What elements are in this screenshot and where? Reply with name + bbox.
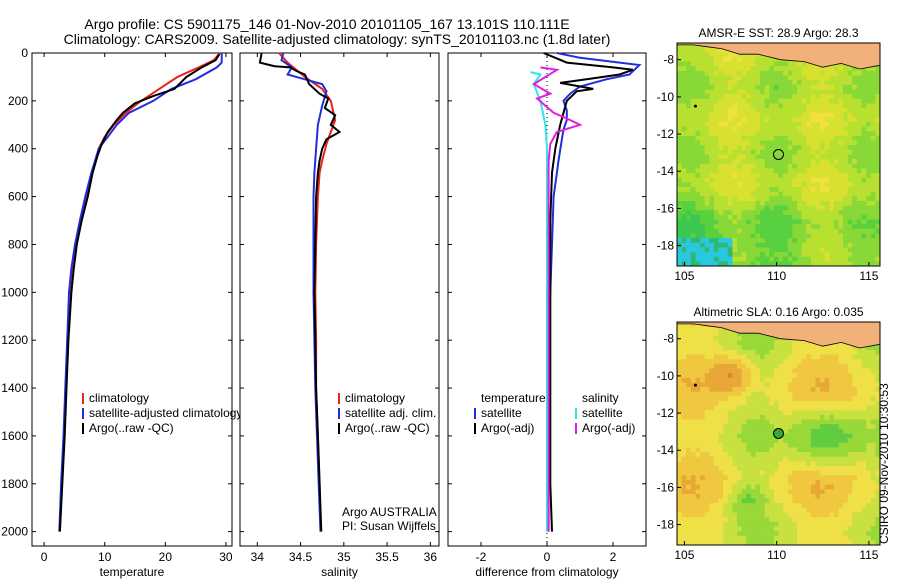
sst-map-frame: [676, 42, 881, 267]
sla-map-field: [677, 322, 880, 545]
temperature-ytick-label: 800: [8, 237, 28, 251]
salinity-frame: [239, 52, 440, 547]
salinity-series-argo-raw-qc-: [258, 52, 342, 532]
temperature-ytick-label: 1600: [1, 429, 28, 443]
temperature-xtick-label: 10: [98, 550, 112, 564]
sst-map-xtick-label: 110: [767, 269, 786, 283]
sst-map-island: [693, 104, 697, 108]
sst-map-land: [677, 43, 880, 70]
sla-map-argo-marker: [773, 428, 784, 439]
sst-map-ytick-label: -18: [657, 239, 675, 253]
sst-map-ytick-label: -16: [657, 201, 675, 215]
sla-map-panel: 105 110 115 -8 -10 -12 -14 -16 -18 Altimetric SLA…: [657, 305, 881, 562]
temperature-legend-label: satellite-adjusted climatology: [89, 406, 242, 420]
difference-legend-label: satellite: [481, 406, 522, 420]
difference-xtick-label: 2: [610, 550, 617, 564]
temperature-legend-label: climatology: [89, 391, 149, 405]
temperature-series-argo-raw-qc-: [58, 53, 221, 532]
salinity-xlabel: salinity: [321, 565, 358, 579]
sst-map-ytick-label: -14: [657, 164, 675, 178]
figure-title-line1: Argo profile: CS 5901175_146 01-Nov-2010…: [84, 16, 569, 32]
difference-xtick-label: 0: [544, 550, 551, 564]
difference-xtick-label: -2: [476, 550, 487, 564]
difference-series-salinity-satellite: [530, 71, 548, 532]
sla-map-ytick-label: -10: [657, 369, 675, 383]
temperature-ytick-label: 600: [8, 190, 28, 204]
sla-map-title: Altimetric SLA: 0.16 Argo: 0.035: [693, 305, 863, 319]
sla-map-xtick-label: 115: [859, 548, 878, 562]
temperature-ytick-label: 200: [8, 94, 28, 108]
temperature-frame: [31, 52, 233, 547]
sla-map-ytick-label: -14: [657, 443, 675, 457]
difference-legend-label: Argo(-adj): [481, 421, 534, 435]
sla-map-ytick-label: -18: [657, 518, 675, 532]
salinity-xtick-label: 34.5: [289, 550, 313, 564]
temperature-ytick-label: 1200: [1, 333, 28, 347]
temperature-xtick-label: 0: [41, 550, 48, 564]
sst-map-panel: 105 110 115 -8 -10 -12 -14 -16 -18 AMSR-E SST: 28…: [657, 26, 881, 283]
difference-xlabel: difference from climatology: [475, 565, 618, 579]
difference-legend-title: temperature: [481, 391, 546, 405]
sst-map-field: [677, 43, 880, 266]
temperature-xtick-label: 30: [219, 550, 233, 564]
temperature-panel: 0 10 20 30 0 200 400 600 800 1000 1200 1400 1600 1800…: [1, 46, 242, 579]
temperature-legend-label: Argo(..raw -QC): [89, 421, 174, 435]
difference-legend-label: Argo(-adj): [582, 421, 635, 435]
salinity-xtick-label: 35.5: [375, 550, 399, 564]
temperature-xtick-label: 20: [159, 550, 173, 564]
difference-legend-title: salinity: [582, 391, 619, 405]
difference-legend-label: satellite: [582, 406, 623, 420]
salinity-xtick-label: 35: [337, 550, 351, 564]
sla-map-ytick-label: -12: [657, 406, 675, 420]
sst-map-xtick-label: 115: [859, 269, 878, 283]
temperature-ytick-label: 400: [8, 142, 28, 156]
temperature-ytick-label: 0: [21, 46, 28, 60]
temperature-ytick-label: 1000: [1, 285, 28, 299]
sst-map-argo-marker: [773, 149, 784, 160]
sla-map-frame: [676, 321, 881, 546]
salinity-annotation: Argo AUSTRALIA: [342, 505, 437, 519]
temperature-xlabel: temperature: [100, 565, 165, 579]
salinity-legend-label: satellite adj. clim.: [345, 406, 436, 420]
temperature-ytick-label: 1400: [1, 381, 28, 395]
sla-map-xtick-label: 105: [674, 548, 694, 562]
sst-map-ytick-label: -12: [657, 127, 675, 141]
sst-map-ytick-label: -8: [663, 53, 674, 67]
salinity-legend-label: climatology: [345, 391, 405, 405]
sla-map-xtick-label: 110: [767, 548, 786, 562]
salinity-xtick-label: 34: [251, 550, 265, 564]
sla-map-land: [677, 322, 880, 349]
salinity-annotation: PI: Susan Wijffels: [342, 519, 436, 533]
salinity-xtick-label: 36: [424, 550, 438, 564]
sla-map-ytick-label: -8: [663, 332, 674, 346]
temperature-ytick-label: 1800: [1, 477, 28, 491]
salinity-legend-label: Argo(..raw -QC): [345, 421, 430, 435]
figure-title-line2: Climatology: CARS2009. Satellite-adjuste…: [64, 31, 611, 47]
sst-map-title: AMSR-E SST: 28.9 Argo: 28.3: [698, 26, 858, 40]
difference-series-temperature-argo-adj-: [543, 52, 634, 532]
sla-map-island: [693, 383, 697, 387]
sst-map-xtick-label: 105: [674, 269, 694, 283]
temperature-ytick-label: 2000: [1, 525, 28, 539]
sla-map-ytick-label: -16: [657, 480, 675, 494]
temperature-series-satellite-adjusted-climatology: [58, 53, 223, 532]
difference-series-salinity-argo-adj-: [531, 66, 583, 532]
salinity-panel: 34 34.5 35 35.5 36 salinity climatologysatelli…: [239, 52, 440, 579]
sst-map-ytick-label: -10: [657, 90, 675, 104]
